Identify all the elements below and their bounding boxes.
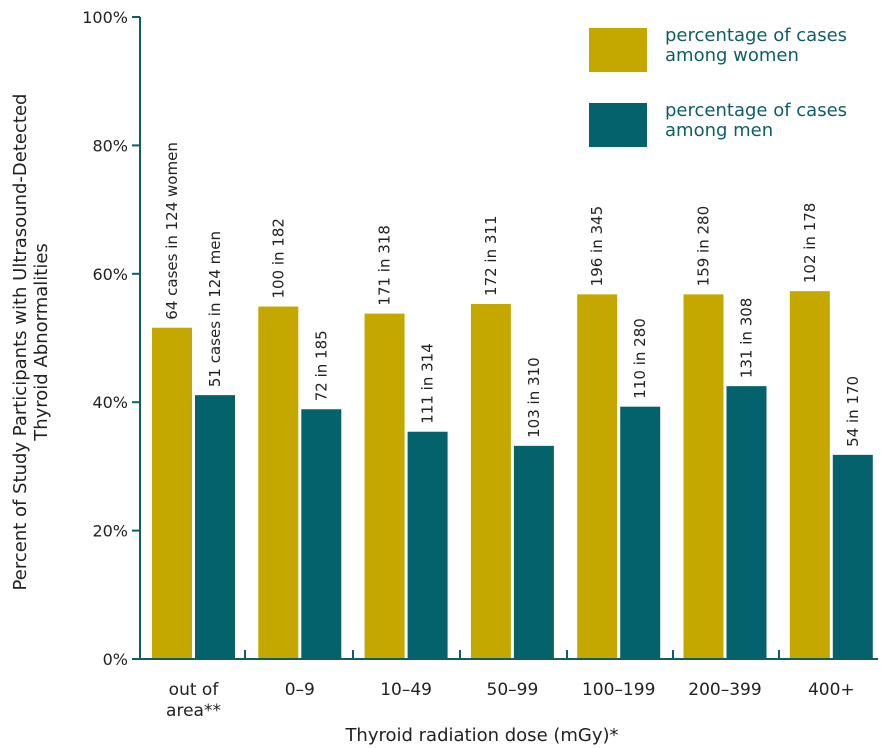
legend-swatch-women: [589, 28, 647, 72]
bar-men: [407, 431, 448, 659]
x-tick-label: 200–399: [688, 680, 761, 700]
bar-women: [364, 313, 405, 659]
bar-value-label: 102 in 178: [801, 203, 819, 283]
bar-men: [195, 395, 235, 659]
bar-value-label: 159 in 280: [695, 206, 713, 286]
y-axis-title-line1: Percent of Study Participants with Ultra…: [10, 94, 31, 591]
legend-label: percentage of cases: [665, 25, 847, 46]
axis-titles: Thyroid radiation dose (mGy)* Percent of…: [10, 94, 619, 746]
x-tick-label: 50–99: [487, 680, 539, 700]
bar-value-label: 51 cases in 124 men: [206, 231, 224, 387]
bar-women: [789, 291, 830, 659]
x-tick-label: out of: [169, 680, 220, 700]
y-tick-label: 60%: [92, 265, 128, 284]
bar-value-label: 131 in 308: [738, 298, 756, 378]
x-tick-label: 0–9: [285, 680, 315, 700]
bar-value-label: 103 in 310: [525, 357, 543, 437]
x-tick-label: 10–49: [380, 680, 432, 700]
bar-value-label: 72 in 185: [312, 330, 330, 401]
legend-label: among women: [665, 45, 799, 66]
x-axis-title: Thyroid radiation dose (mGy)*: [344, 725, 618, 746]
y-axis-title-line2: Thyroid Abnormalities: [31, 243, 52, 442]
bar-women: [258, 306, 299, 659]
x-tick-label: 400+: [808, 680, 855, 700]
x-tick-label: area**: [166, 701, 221, 721]
bar-men: [513, 445, 554, 659]
bar-men: [620, 406, 661, 659]
y-tick-label: 0%: [103, 650, 128, 669]
bar-men: [726, 386, 767, 659]
bar-value-label: 100 in 182: [269, 218, 287, 298]
bar-men: [301, 409, 342, 659]
bar-women: [152, 327, 192, 659]
bar-women: [577, 294, 618, 659]
bar-value-label: 54 in 170: [844, 376, 862, 447]
y-tick-label: 80%: [92, 136, 128, 155]
bars-layer: [152, 291, 873, 659]
bar-labels-layer: 64 cases in 124 women 51 cases in 124 men…: [163, 142, 862, 447]
legend-label: percentage of cases: [665, 100, 847, 121]
bar-value-label: 171 in 318: [376, 225, 394, 305]
y-tick-label: 40%: [92, 393, 128, 412]
bar-value-label: 172 in 311: [482, 215, 500, 295]
bar-value-label: 111 in 314: [419, 343, 437, 423]
bar-value-label: 196 in 345: [588, 206, 606, 286]
bar-value-label: 110 in 280: [631, 318, 649, 398]
bar-value-label: 64 cases in 124 women: [163, 142, 181, 320]
bar-men: [832, 454, 873, 659]
bar-women: [683, 294, 724, 659]
y-tick-label: 100%: [82, 8, 128, 27]
legend-label: among men: [665, 120, 773, 141]
legend-swatch-men: [589, 103, 647, 147]
x-tick-label: 100–199: [582, 680, 655, 700]
bar-women: [470, 303, 511, 659]
y-tick-label: 20%: [92, 522, 128, 541]
